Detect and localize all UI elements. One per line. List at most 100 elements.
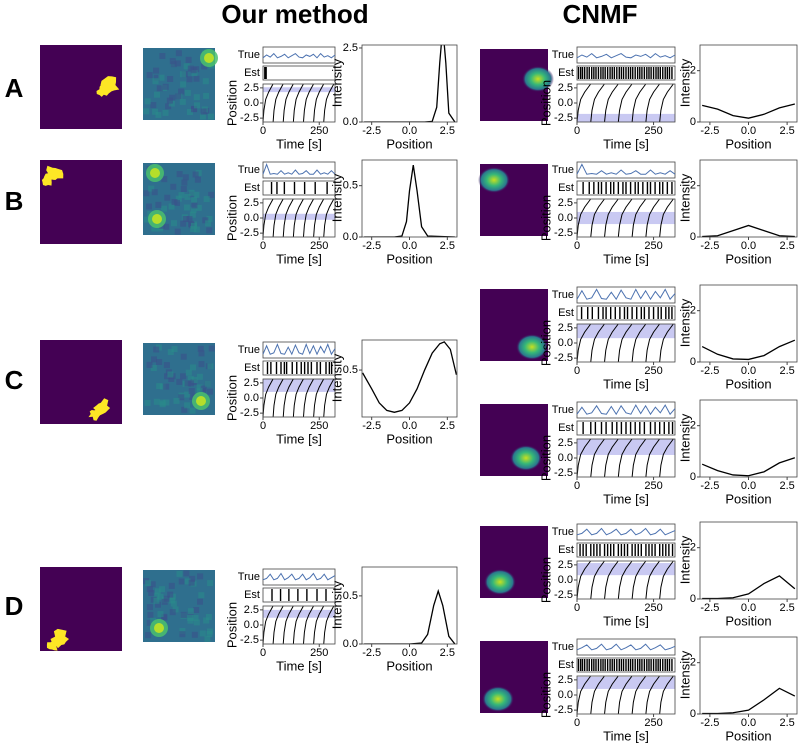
tuning-curve <box>702 687 796 714</box>
y-tick-label: 2.5 <box>244 82 259 94</box>
image-noise <box>180 186 187 192</box>
true-trace <box>576 163 676 175</box>
tuning-box <box>361 339 458 418</box>
image-noise <box>150 102 157 109</box>
y-axis-label: Intensity <box>677 413 692 462</box>
y-tick-label: -2.5 <box>240 227 259 239</box>
image-noise <box>151 356 157 363</box>
image-noise <box>206 215 213 222</box>
image-noise <box>163 223 170 230</box>
image-noise <box>167 371 174 378</box>
y-tick-label: 0.5 <box>343 364 358 376</box>
y-tick-label: -2.5 <box>554 352 573 364</box>
image-noise <box>208 113 214 120</box>
image-noise <box>178 394 185 401</box>
cell-mask <box>46 639 58 651</box>
image-noise <box>174 60 181 67</box>
image-noise <box>203 196 210 203</box>
image-noise <box>188 189 195 196</box>
x-axis-label: Position <box>725 613 771 628</box>
mask-image <box>40 340 122 424</box>
image-noise <box>181 406 188 413</box>
tuning-curve <box>702 103 795 119</box>
image-noise <box>182 216 189 222</box>
x-tick-label: -2.5 <box>700 125 719 137</box>
image-noise <box>157 593 164 600</box>
cell-footprint <box>478 167 510 193</box>
x-tick-label: -2.5 <box>700 717 719 729</box>
image-noise <box>180 373 187 380</box>
image-noise <box>159 53 166 59</box>
x-tick-label: 0 <box>260 240 266 252</box>
image-noise <box>178 192 185 199</box>
true-box <box>576 523 676 541</box>
y-tick-label: 0 <box>690 116 696 128</box>
y-tick-label: 2.5 <box>558 437 573 449</box>
y-tick-label: 0.5 <box>343 590 358 602</box>
true-label: True <box>552 404 574 416</box>
y-tick-label: 2 <box>690 180 696 192</box>
tuning-curve <box>702 224 795 237</box>
true-label: True <box>238 344 260 356</box>
true-box <box>262 341 336 359</box>
true-label: True <box>238 571 260 583</box>
image-noise <box>161 176 168 183</box>
image-noise <box>206 628 213 635</box>
image-noise <box>156 383 163 390</box>
est-label: Est <box>558 659 574 671</box>
image-noise <box>197 598 203 605</box>
y-tick-label: 0.0 <box>343 231 358 243</box>
image-noise <box>183 204 190 211</box>
image-noise <box>151 189 158 196</box>
image-noise <box>184 391 191 398</box>
tuning-curve <box>364 45 456 122</box>
x-axis-label: Time [s] <box>276 251 322 266</box>
y-tick-label: 2 <box>690 542 696 554</box>
image-noise <box>148 590 155 596</box>
image-noise <box>191 377 198 383</box>
y-tick-label: -2.5 <box>554 589 573 601</box>
image-noise <box>180 220 187 227</box>
x-tick-label: 250 <box>644 602 662 614</box>
field-band <box>577 211 675 225</box>
tuning-curve <box>702 575 796 599</box>
position-trace <box>262 84 335 122</box>
image-noise <box>155 111 162 118</box>
image-noise <box>188 388 195 394</box>
true-label: True <box>238 49 260 61</box>
x-axis-label: Time [s] <box>603 251 649 266</box>
y-tick-label: -2.5 <box>554 112 573 124</box>
image-noise <box>199 630 206 637</box>
position-trace <box>576 675 674 714</box>
x-tick-label: 0 <box>574 602 580 614</box>
image-noise <box>195 169 202 176</box>
est-label: Est <box>244 589 260 601</box>
x-tick-label: 250 <box>644 240 662 252</box>
x-tick-label: -2.5 <box>362 647 381 659</box>
image-noise <box>191 202 198 209</box>
image-noise <box>193 75 200 82</box>
y-axis-label: Intensity <box>329 173 344 222</box>
cell-footprint <box>482 686 514 712</box>
image-noise <box>163 362 170 369</box>
image-noise <box>189 393 196 400</box>
true-trace <box>576 52 676 59</box>
cell-mask <box>88 409 102 421</box>
y-tick-label: 0 <box>690 231 696 243</box>
image-noise <box>186 76 193 83</box>
image-noise <box>184 193 191 200</box>
tuning-box <box>699 636 798 715</box>
x-tick-label: 0.0 <box>741 717 756 729</box>
y-axis-label: Position <box>224 375 239 421</box>
y-tick-label: -2.5 <box>240 407 259 419</box>
image-noise <box>145 580 152 587</box>
mask-image <box>40 567 122 651</box>
field-band <box>577 324 675 339</box>
image-noise <box>192 614 199 621</box>
image-noise <box>147 611 154 618</box>
image-noise <box>146 203 152 210</box>
image-noise <box>187 611 194 618</box>
image-noise <box>195 204 202 211</box>
image-noise <box>165 103 172 110</box>
y-tick-label: 0 <box>690 356 696 368</box>
